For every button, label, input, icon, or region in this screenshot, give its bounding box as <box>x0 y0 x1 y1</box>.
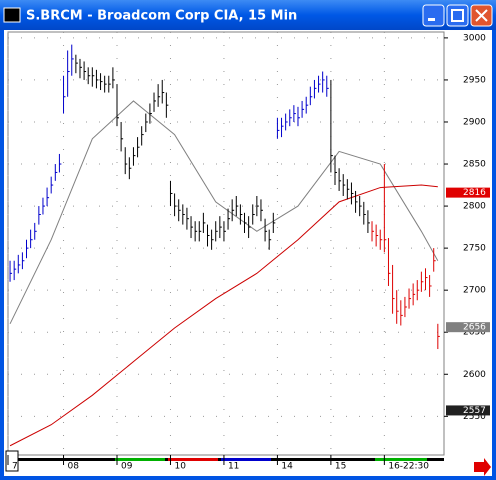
session-strip <box>168 458 218 461</box>
session-strip <box>375 458 427 461</box>
y-tick-label: 3000 <box>463 33 486 43</box>
scroll-thumb[interactable] <box>5 450 19 472</box>
y-tick-label: 2750 <box>463 244 486 254</box>
x-tick-label: 14 <box>281 462 293 472</box>
maximize-button[interactable] <box>446 4 469 27</box>
price-marker <box>446 187 490 198</box>
x-tick-label: 09 <box>121 462 133 472</box>
moving-average <box>9 100 439 325</box>
minimize-button[interactable] <box>422 4 445 27</box>
y-tick-label: 2800 <box>463 202 486 212</box>
plot-area <box>7 31 445 456</box>
y-tick-label: 2600 <box>463 370 486 380</box>
y-tick-label: 2900 <box>463 117 486 127</box>
x-tick-label: 11 <box>228 462 239 472</box>
scroll-right-arrow[interactable] <box>474 458 491 476</box>
y-tick-label: 2850 <box>463 160 486 170</box>
title-bar <box>0 0 496 30</box>
y-tick-label: 2550 <box>463 412 486 422</box>
price-marker <box>446 405 490 416</box>
price-marker-label: 2816 <box>463 188 486 198</box>
close-button[interactable] <box>470 4 493 27</box>
y-tick-label: 2950 <box>463 75 486 85</box>
price-marker-label: 2557 <box>463 406 486 416</box>
x-tick-label: 7 <box>12 462 18 472</box>
moving-average <box>9 184 438 447</box>
window-title: S.BRCM - Broadcom Corp CIA, 15 Min <box>26 9 297 24</box>
app-icon[interactable] <box>3 7 21 23</box>
y-tick-label: 2650 <box>463 328 486 338</box>
price-marker <box>446 322 490 333</box>
x-tick-label: 10 <box>174 462 186 472</box>
price-marker-label: 2656 <box>463 323 486 333</box>
y-tick-label: 2700 <box>463 286 486 296</box>
chart: 3000 2950 2900 2850 2800 2750 2700 2650 2600 2550… <box>7 32 490 472</box>
session-strip <box>115 458 165 461</box>
x-tick-label: 16-22:30 <box>388 462 429 472</box>
x-tick-label: 08 <box>68 462 80 472</box>
x-tick-label: 15 <box>335 462 346 472</box>
session-strip <box>221 458 271 461</box>
